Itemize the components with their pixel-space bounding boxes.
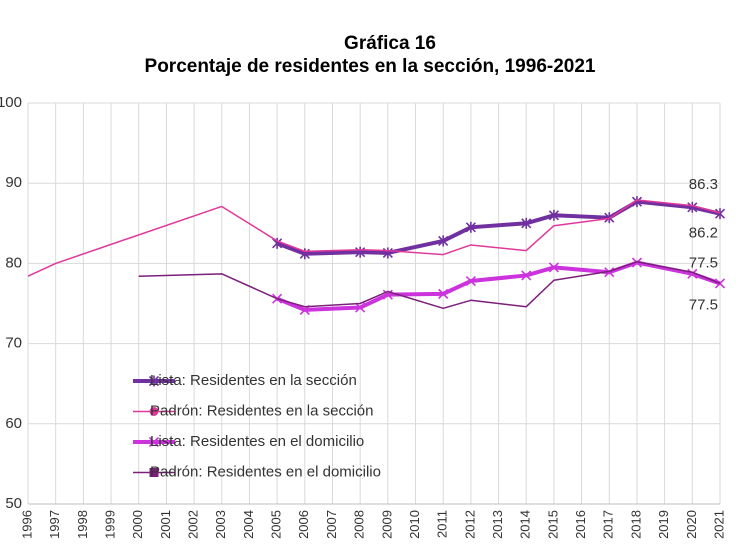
x-tick-label: 2015 [545,510,560,539]
series-line [276,199,721,256]
x-tick-label: 1998 [75,510,90,539]
x-tick-label: 2016 [573,510,588,539]
marker [272,237,283,249]
marker-shape [438,288,449,299]
marker-shape [631,257,643,268]
x-tick-label: 2008 [352,510,367,539]
marker-shape [548,262,559,273]
chart-title: Gráfica 16 [344,33,436,54]
marker [148,436,160,448]
marker [465,221,476,233]
x-tick-label: 2002 [186,510,201,539]
data-label: 86.3 [689,176,718,193]
marker [148,375,160,387]
marker-shape [521,270,532,281]
marker [149,407,159,416]
marker [465,275,476,287]
marker [521,270,532,281]
y-tick-label: 90 [5,174,22,191]
x-tick-label: 2007 [324,510,339,539]
x-tick-label: 2014 [518,510,533,539]
x-tick-label: 1999 [102,510,117,539]
data-label: 77.5 [689,296,718,313]
x-tick-label: 2010 [407,510,422,539]
series-line [27,199,721,277]
marker [631,196,643,208]
legend-label: Lista: Residentes en la sección [150,372,357,389]
marker [687,201,698,213]
data-label: 86.2 [689,225,718,242]
x-tick-label: 2018 [628,510,643,539]
data-label: 77.5 [689,254,718,271]
marker [687,268,698,279]
x-tick-label: 2013 [490,510,505,539]
legend-label: Padrón: Residentes en el domicilio [150,463,381,480]
x-tick-label: 1997 [47,510,62,539]
marker-shape [149,468,159,477]
legend-label: Lista: Residentes en el domicilio [150,433,364,450]
series-line [276,260,721,312]
x-tick-label: 2011 [435,510,450,538]
marker [438,288,449,299]
x-tick-label: 2019 [656,510,671,539]
x-tick-label: 2020 [684,510,699,539]
marker [548,209,559,221]
marker [149,468,159,477]
x-tick-label: 2005 [269,510,284,539]
series-line [138,261,721,310]
y-tick-label: 80 [5,254,22,271]
x-tick-label: 2021 [711,510,726,539]
y-tick-label: 50 [5,495,22,512]
marker [631,257,643,268]
x-tick-label: 2001 [158,510,173,539]
x-tick-label: 2003 [213,510,228,539]
marker-shape [149,407,159,416]
x-tick-label: 2012 [462,510,477,539]
marker-shape [355,302,366,313]
legend-label: Padrón: Residentes en la sección [150,402,373,419]
x-tick-label: 2009 [379,510,394,539]
marker-shape [148,436,160,448]
y-tick-label: 100 [0,94,22,111]
marker [355,302,366,313]
marker [714,208,726,220]
x-tick-label: 2017 [601,510,616,539]
marker [548,262,559,273]
marker [438,235,449,247]
marker-shape [604,267,615,278]
marker-shape [687,268,698,279]
chart-subtitle: Porcentaje de residentes en la sección, … [145,56,596,77]
x-tick-label: 2000 [130,510,145,539]
x-tick-label: 1996 [19,510,34,539]
y-tick-label: 60 [5,415,22,432]
x-tick-label: 2006 [296,510,311,539]
x-tick-label: 2004 [241,510,256,539]
marker [604,267,615,278]
marker [521,217,532,229]
marker-shape [465,275,476,287]
y-tick-label: 70 [5,335,22,352]
